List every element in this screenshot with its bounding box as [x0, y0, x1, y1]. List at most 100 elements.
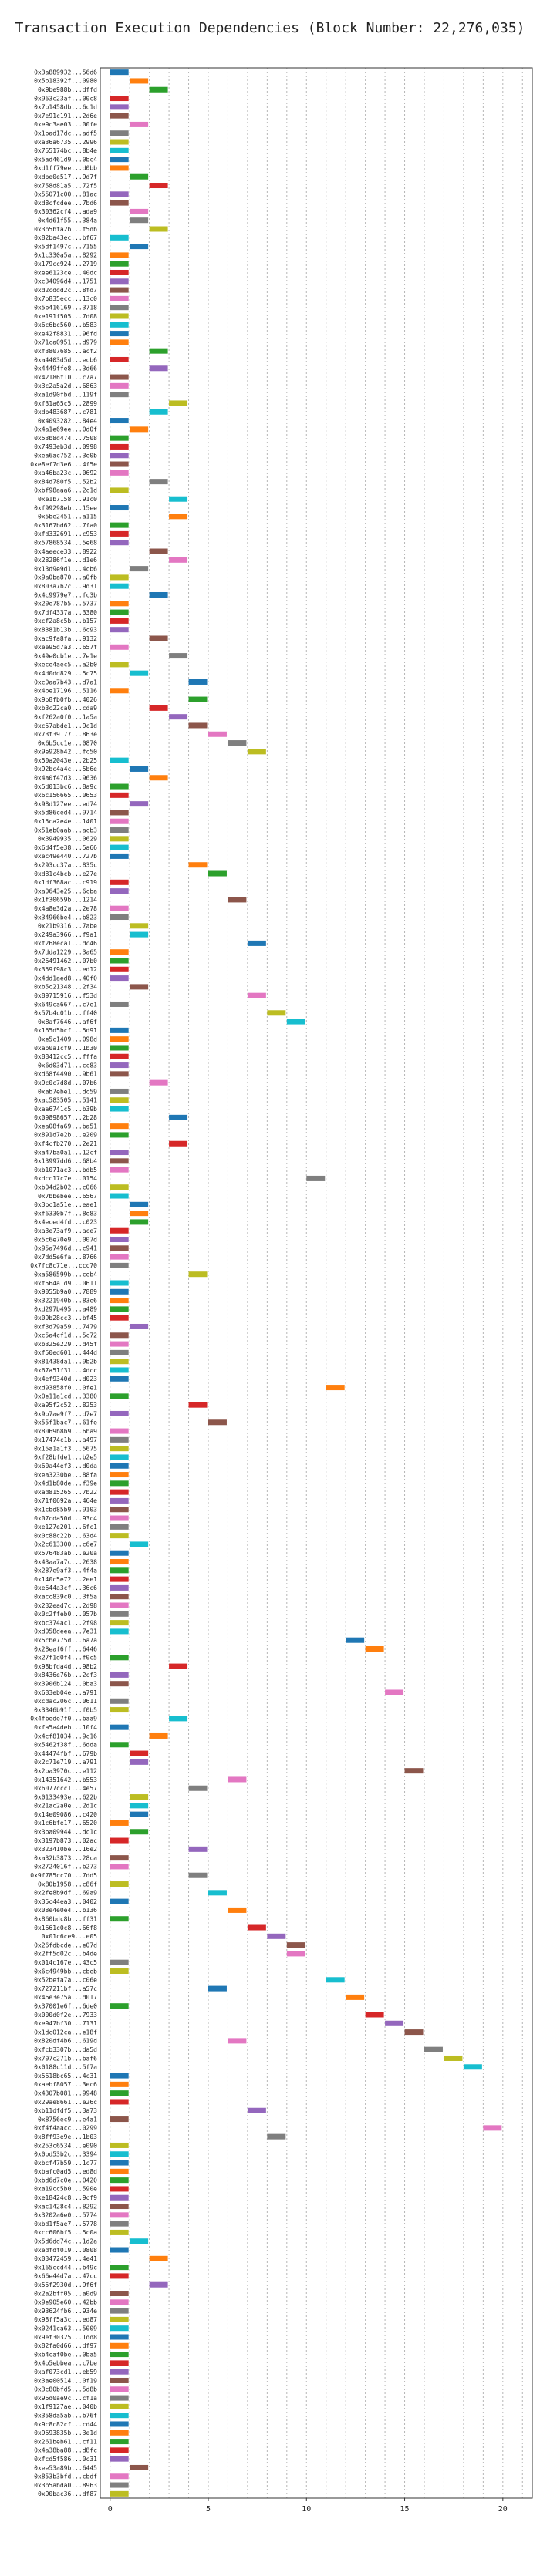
- bar-92: [208, 870, 227, 877]
- y-tick-label: 0x4aeece33...8922: [34, 548, 97, 555]
- bar-126: [110, 1167, 129, 1173]
- y-tick-label: 0x1661c0c8...66f8: [34, 1924, 97, 1931]
- y-tick-label: 0xb1071ac3...bdb5: [34, 1167, 97, 1174]
- bar-197: [188, 1785, 208, 1791]
- y-tick-label: 0x50a2043e...2b25: [34, 757, 97, 764]
- bar-25: [110, 287, 129, 293]
- y-tick-label: 0x853b3bfd...cbdf: [34, 2473, 97, 2480]
- bar-234: [247, 2107, 266, 2113]
- bar-251: [149, 2255, 168, 2261]
- bar-91: [188, 862, 208, 868]
- bar-51: [169, 514, 188, 520]
- bar-129: [110, 1193, 129, 1199]
- y-tick-label: 0x4449ffe8...3d66: [34, 365, 97, 372]
- bar-239: [110, 2151, 129, 2157]
- y-tick-label: 0x55f1bac7...61fe: [34, 1419, 97, 1426]
- bar-132: [130, 1219, 149, 1225]
- y-tick-label: 0xb4caf0be...0ba5: [34, 2351, 97, 2358]
- y-tick-label: 0x6c156665...0653: [34, 792, 97, 799]
- y-tick-label: 0x96d0ae9c...cf1a: [34, 2395, 97, 2402]
- y-tick-label: 0x52befa7a...c06e: [34, 1977, 97, 1984]
- bar-61: [110, 601, 129, 607]
- bar-184: [110, 1672, 129, 1678]
- y-tick-label: 0x3167bd62...7fa0: [34, 522, 97, 529]
- y-tick-label: 0x5b416169...3718: [34, 304, 97, 311]
- bar-146: [110, 1341, 129, 1347]
- bar-183: [169, 1663, 188, 1669]
- y-tick-label: 0x6c6bc560...b583: [34, 322, 97, 328]
- y-tick-label: 0x8756ec9...e4a1: [38, 2116, 97, 2123]
- y-tick-label: 0xb325e229...d45f: [34, 1341, 97, 1348]
- bar-247: [110, 2221, 129, 2227]
- y-tick-label: 0xd68f4490...9b61: [34, 1071, 97, 1078]
- bar-100: [247, 940, 266, 946]
- y-tick-label: 0xab7ebe1...dc59: [38, 1088, 97, 1095]
- y-tick-label: 0x000d0f2e...7933: [34, 2012, 97, 2019]
- bar-229: [463, 2064, 482, 2070]
- bar-248: [110, 2229, 129, 2235]
- bar-158: [110, 1446, 129, 1452]
- y-tick-label: 0x1dc012ca...e18f: [34, 2029, 97, 2036]
- bar-59: [110, 583, 129, 589]
- y-tick-label: 0xe8ef7d3e6...4f5e: [30, 461, 97, 468]
- bar-208: [110, 1881, 129, 1887]
- bar-188: [110, 1707, 129, 1713]
- bar-87: [110, 827, 129, 833]
- y-tick-label: 0x14e09086...c420: [34, 1811, 97, 1818]
- y-tick-label: 0x1f9127ae...040b: [34, 2403, 97, 2410]
- bar-190: [110, 1724, 129, 1730]
- bar-41: [130, 426, 149, 433]
- plot-frame: [100, 67, 533, 2499]
- y-tick-label: 0x2a2bff05...a0d9: [34, 2290, 97, 2297]
- bar-203: [110, 1837, 129, 1844]
- y-tick-label: 0xa19cc5b0...590e: [34, 2186, 97, 2193]
- y-tick-label: 0x2c613300...c6e7: [34, 1541, 97, 1548]
- bar-93: [110, 879, 129, 885]
- bar-147: [110, 1349, 129, 1355]
- y-tick-label: 0x165d5bcf...5d91: [34, 1027, 97, 1034]
- bar-104: [110, 975, 129, 982]
- y-tick-label: 0x358da5ab...b76f: [34, 2412, 97, 2419]
- y-tick-label: 0x0241ca63...5009: [34, 2325, 97, 2332]
- bar-204: [188, 1846, 208, 1852]
- y-tick-label: 0xe9c3ae03...00fe: [34, 121, 97, 128]
- y-tick-label: 0x820df4b6...619d: [34, 2038, 97, 2045]
- y-tick-label: 0x89715916...f53d: [34, 992, 97, 999]
- bar-2: [149, 86, 168, 93]
- bar-127: [306, 1175, 326, 1181]
- y-tick-label: 0x359f98c3...ed12: [34, 966, 97, 973]
- bar-45: [110, 461, 129, 467]
- bar-97: [110, 914, 129, 921]
- bar-110: [110, 1027, 129, 1033]
- bar-262: [110, 2352, 129, 2358]
- y-tick-label: 0x09898657...2b28: [34, 1114, 97, 1121]
- bar-238: [110, 2142, 129, 2148]
- bar-140: [110, 1288, 129, 1295]
- bar-241: [110, 2168, 129, 2174]
- y-tick-label: 0x98d127ee...ed74: [34, 800, 97, 807]
- y-tick-label: 0x727211bf...a57c: [34, 1985, 97, 1992]
- y-tick-label: 0xcc606bf5...5c0a: [34, 2229, 97, 2236]
- y-axis-labels: 0x3a889932...56d6 0x5b18392f...09800x9be9…: [30, 69, 97, 2497]
- bar-276: [110, 2473, 129, 2480]
- bar-75: [188, 722, 208, 729]
- y-tick-label: 0xe191f505...7d08: [34, 313, 97, 320]
- bar-53: [110, 530, 129, 537]
- y-tick-label: 0x2c71e719...a791: [34, 1759, 97, 1766]
- bar-101: [110, 949, 129, 955]
- y-tick-label: 0xf3807685...acf2: [34, 348, 97, 355]
- bar-260: [110, 2334, 129, 2340]
- y-tick-label: 0xab0a1cf9...1b30: [34, 1045, 97, 1052]
- y-tick-label: 0x9be988b...dffd: [38, 86, 97, 93]
- y-tick-label: 0x21ac2a0e...2d1c: [34, 1803, 97, 1810]
- bar-94: [110, 888, 129, 894]
- bar-122: [110, 1132, 129, 1138]
- bar-187: [110, 1698, 129, 1704]
- bar-118: [110, 1097, 129, 1103]
- bar-136: [110, 1254, 129, 1260]
- bar-177: [110, 1611, 129, 1617]
- bar-249: [130, 2238, 149, 2244]
- bar-108: [267, 1010, 286, 1016]
- bar-192: [110, 1742, 129, 1748]
- bar-253: [110, 2273, 129, 2279]
